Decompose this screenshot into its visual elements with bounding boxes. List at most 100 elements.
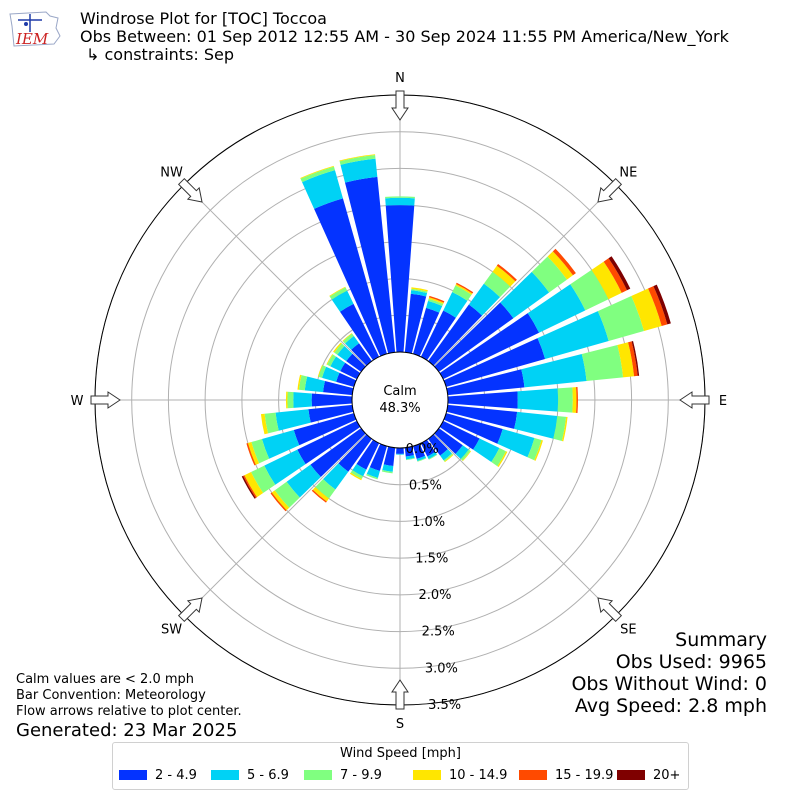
bar-90deg-2 [557, 387, 573, 413]
bar-150deg-0 [420, 439, 436, 457]
bar-120deg-0 [439, 420, 480, 450]
legend-swatch [304, 769, 332, 780]
bar-220deg-2 [315, 479, 336, 499]
direction-arrows [90, 90, 710, 710]
bar-350deg-0 [345, 176, 396, 354]
bar-80deg-3 [617, 342, 635, 378]
bar-130deg-0 [434, 428, 463, 454]
bar-210deg-0 [356, 439, 380, 470]
summary-obs-used: Obs Used: 9965 [615, 651, 767, 673]
bar-330deg-3 [329, 286, 346, 297]
bar-170deg-2 [406, 457, 415, 461]
bar-60deg-3 [591, 261, 622, 300]
bar-300deg-0 [340, 362, 361, 380]
bar-250deg-2 [251, 439, 270, 464]
bar-310deg-1 [337, 346, 353, 362]
legend-label: 5 - 6.9 [247, 768, 289, 783]
bar-220deg-1 [323, 463, 349, 490]
bar-240deg-1 [264, 449, 306, 485]
bar-340deg-1 [302, 170, 343, 209]
bar-320deg-0 [351, 343, 372, 366]
bar-310deg-3 [333, 342, 342, 353]
direction-label-N: N [395, 71, 405, 86]
bar-260deg-3 [260, 413, 269, 435]
bar-220deg-3 [312, 487, 329, 502]
bar-100deg-1 [514, 411, 558, 439]
legend-swatch [413, 769, 441, 780]
logo-text: IEM [15, 30, 49, 48]
grid-spoke [433, 433, 617, 617]
generated-date: Generated: 23 Mar 2025 [16, 720, 238, 741]
bar-140deg-0 [428, 434, 448, 456]
legend-title: Wind Speed [mph] [340, 746, 461, 761]
bar-100deg-0 [446, 404, 518, 429]
bar-200deg-2 [366, 473, 378, 480]
legend-item: 7 - 9.9 [304, 768, 382, 784]
legend-label: 20+ [653, 768, 681, 783]
ring-tick-label: 1.0% [412, 515, 445, 530]
bar-20deg-3 [428, 297, 444, 304]
bar-70deg-5 [653, 284, 671, 325]
bar-290deg-1 [322, 366, 340, 382]
direction-label-S: S [396, 717, 404, 732]
bar-40deg-1 [468, 283, 501, 316]
ring-tick-label: 0.5% [409, 478, 442, 493]
bar-350deg-1 [340, 158, 378, 183]
bar-340deg-3 [300, 165, 334, 179]
arrow-W [90, 391, 121, 409]
legend-label: 10 - 14.9 [449, 768, 508, 783]
bar-90deg-0 [447, 391, 518, 409]
calm-circle [351, 351, 449, 449]
bar-220deg-0 [338, 434, 372, 472]
bar-90deg-4 [576, 386, 578, 414]
ring-tick-label: 3.5% [428, 698, 461, 713]
bar-210deg-2 [350, 470, 364, 479]
ring-tick-label: 2.0% [418, 588, 451, 603]
bar-150deg-2 [428, 454, 438, 460]
bar-250deg-3 [247, 442, 260, 465]
bar-250deg-0 [293, 413, 357, 446]
legend-swatch [119, 769, 147, 780]
bar-270deg-3 [285, 391, 288, 409]
bar-210deg-1 [352, 463, 367, 477]
bar-290deg-3 [317, 364, 323, 377]
arrow-N [391, 90, 409, 121]
legend-swatch [617, 769, 645, 780]
arrow-NE [597, 177, 623, 203]
bar-280deg-3 [297, 374, 302, 390]
bar-50deg-0 [434, 302, 514, 372]
bar-10deg-0 [404, 293, 427, 354]
legend-item: 2 - 4.9 [119, 768, 197, 784]
bar-70deg-1 [537, 311, 609, 359]
bar-270deg-1 [293, 392, 312, 408]
bar-60deg-1 [527, 284, 586, 333]
bar-70deg-0 [443, 338, 546, 387]
bar-20deg-2 [428, 298, 444, 306]
bar-180deg-0 [396, 447, 404, 454]
bar-200deg-1 [366, 467, 380, 478]
windrose-bars [241, 154, 671, 512]
bar-330deg-2 [329, 287, 348, 300]
arrow-SW [177, 597, 203, 623]
legend-item: 10 - 14.9 [413, 768, 507, 784]
bar-330deg-0 [340, 303, 380, 361]
legend: Wind Speed [mph] 2 - 4.9 5 - 6.9 7 - 9.9 10… [112, 742, 689, 790]
bar-270deg-0 [311, 393, 353, 407]
bar-90deg-3 [572, 387, 577, 413]
direction-label-SE: SE [620, 622, 636, 637]
arrow-E [679, 391, 710, 409]
bar-230deg-0 [310, 428, 366, 477]
bar-280deg-2 [298, 375, 308, 391]
bar-160deg-2 [417, 457, 427, 462]
bar-110deg-0 [443, 413, 503, 444]
obs-between: Obs Between: 01 Sep 2012 12:55 AM - 30 S… [80, 27, 729, 46]
bar-20deg-0 [413, 307, 440, 357]
bar-10deg-1 [410, 290, 428, 297]
grid-spoke [183, 183, 367, 367]
bar-50deg-3 [547, 251, 573, 280]
bar-210deg-3 [349, 472, 362, 481]
grid-spoke [183, 433, 367, 617]
bar-290deg-0 [336, 372, 357, 387]
bar-130deg-1 [455, 445, 469, 460]
